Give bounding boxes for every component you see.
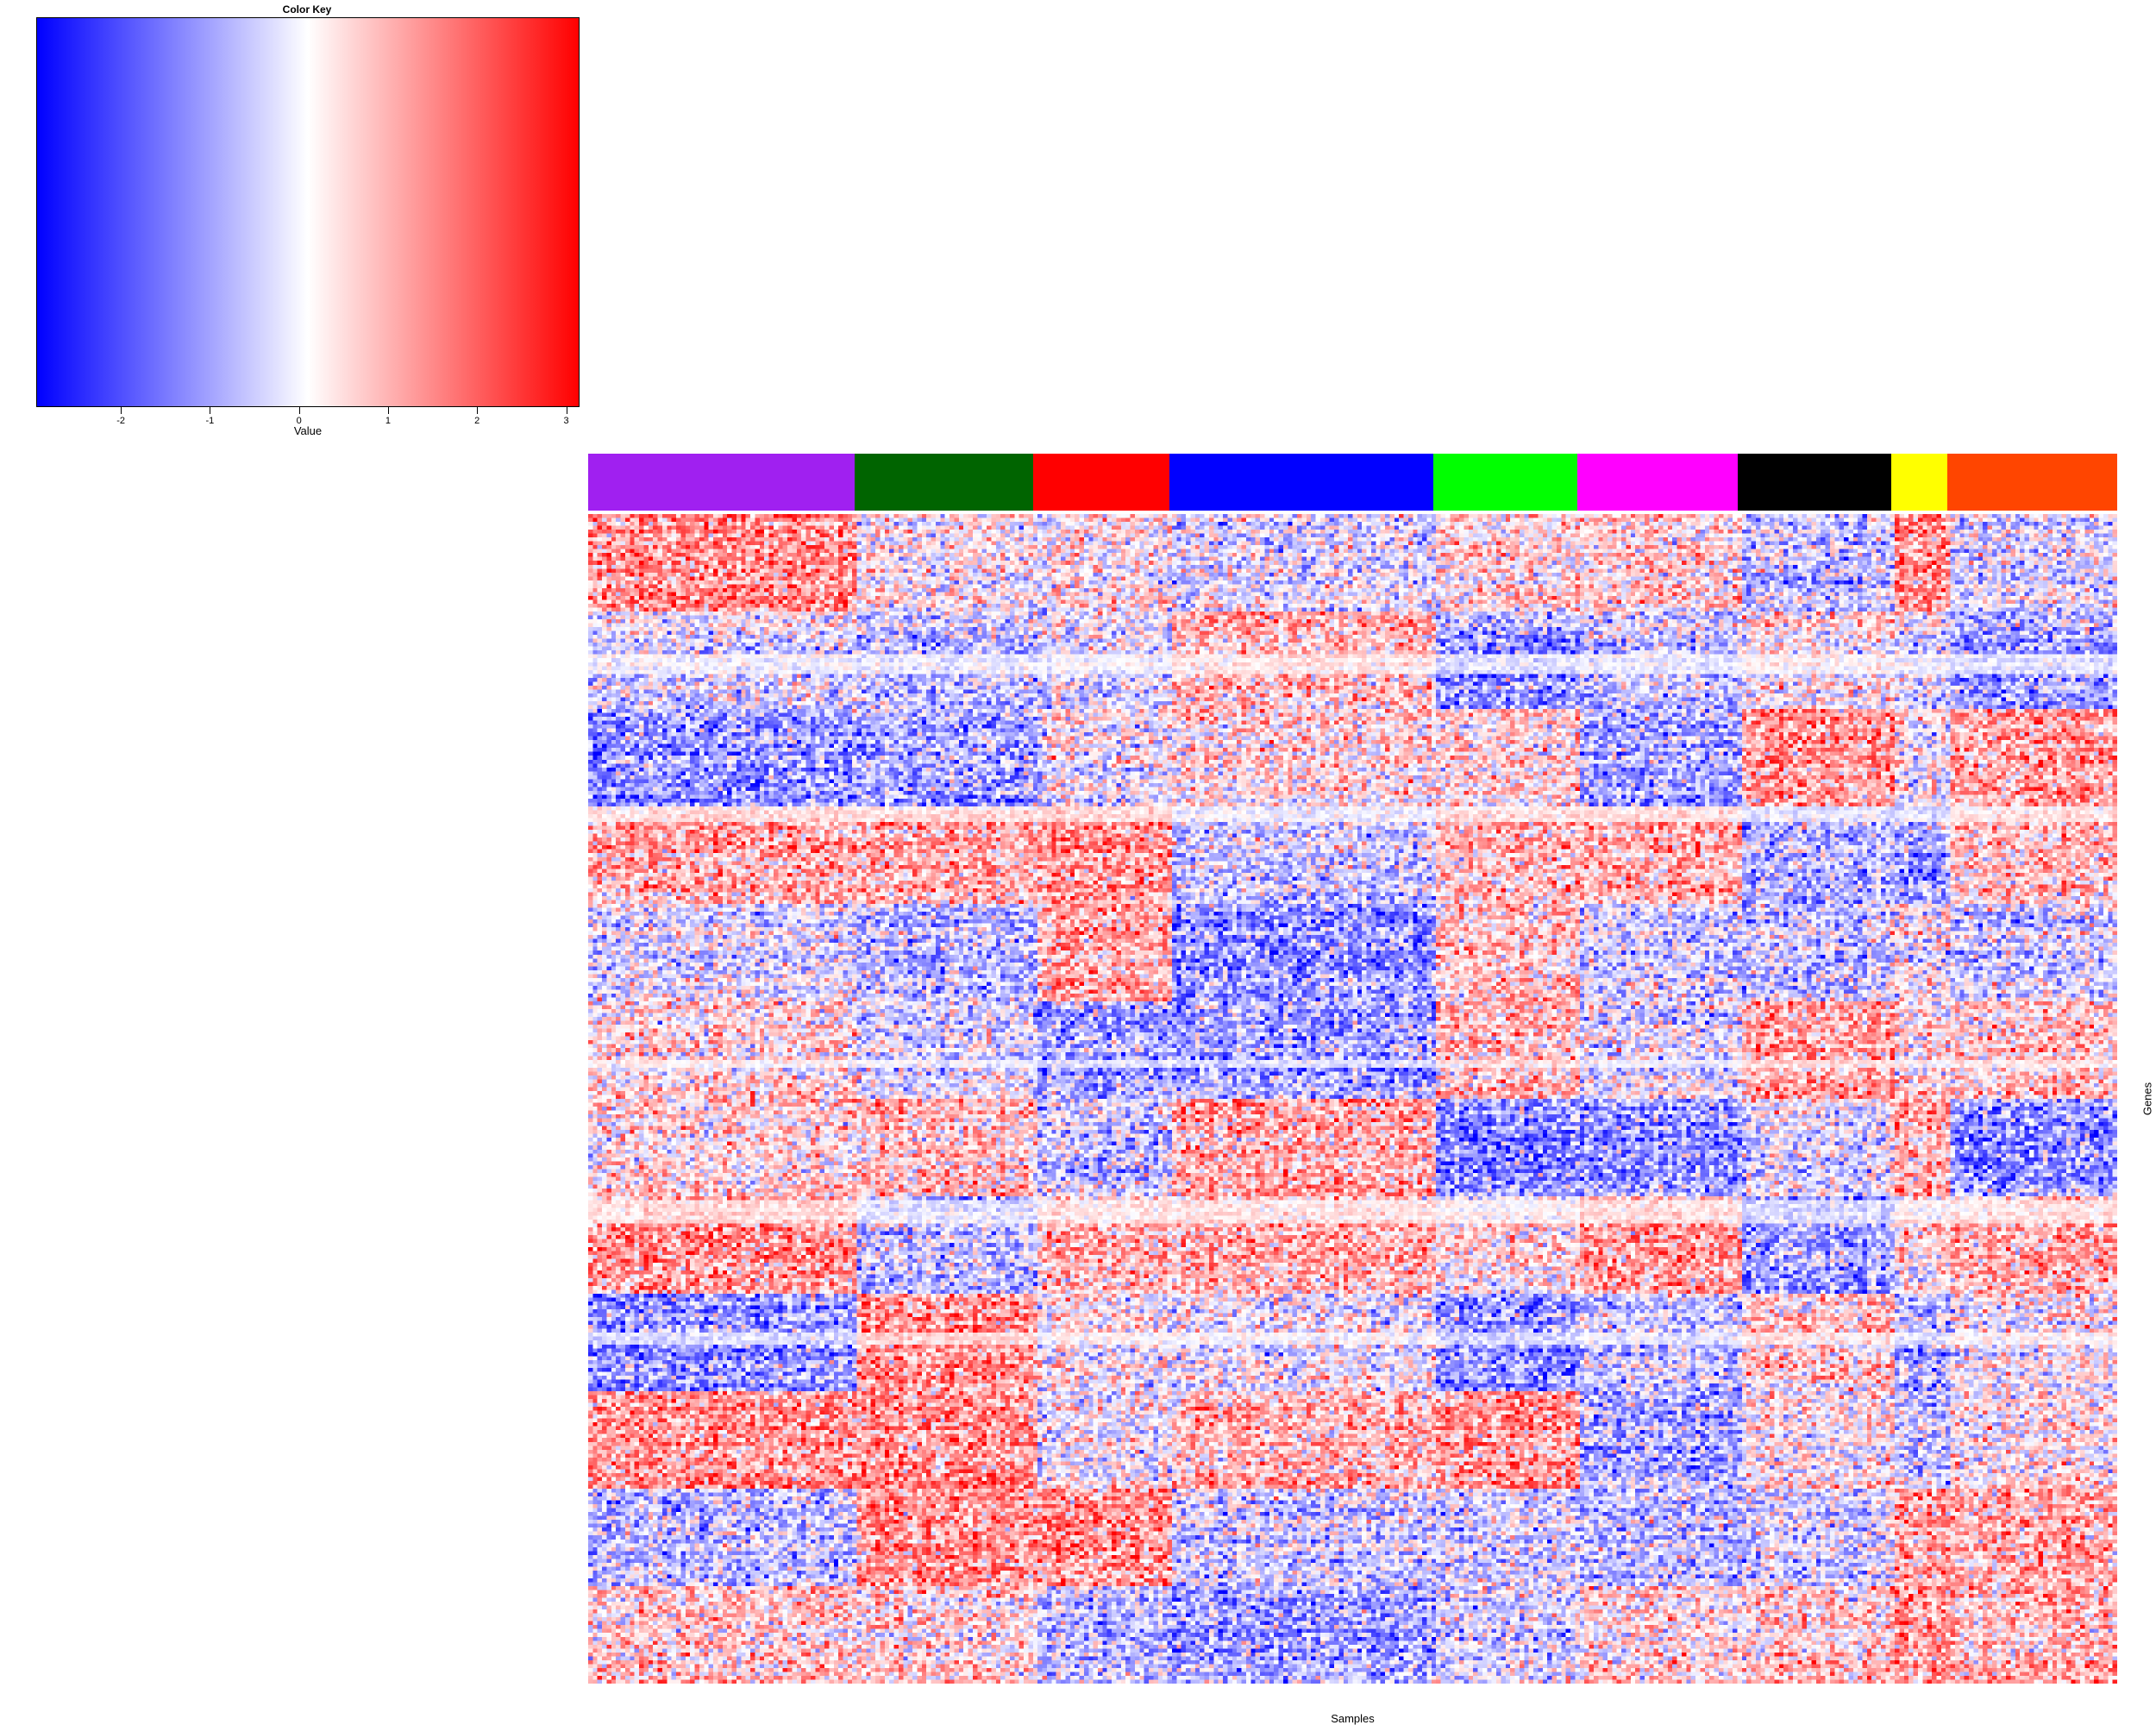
color-key-tick — [477, 407, 479, 414]
sample-group-segment — [1032, 454, 1169, 511]
sample-group-segment — [854, 454, 1033, 511]
x-axis-label: Samples — [1331, 1712, 1375, 1725]
color-key-tick-label: 3 — [563, 416, 569, 426]
color-key-gradient — [36, 17, 580, 407]
y-axis-label: Genes — [2140, 1082, 2154, 1116]
color-key-tick-label: -1 — [205, 416, 215, 426]
color-key-xlabel: Value — [293, 424, 323, 437]
sample-group-segment — [1433, 454, 1578, 511]
color-key-tick — [298, 407, 300, 414]
sample-group-segment — [1169, 454, 1434, 511]
sample-group-segment — [1577, 454, 1739, 511]
sample-group-colorbar — [588, 454, 2117, 511]
sample-group-segment — [1947, 454, 2117, 511]
color-key-tick-label: 0 — [296, 416, 302, 426]
color-key-tick-label: 1 — [385, 416, 391, 426]
color-key-tick-label: -2 — [116, 416, 125, 426]
color-key-tick — [387, 407, 389, 414]
color-key-tick-label: 2 — [474, 416, 480, 426]
sample-group-segment — [1738, 454, 1891, 511]
sample-group-segment — [588, 454, 855, 511]
color-key-tick — [121, 407, 122, 414]
color-key-title: Color Key — [282, 3, 332, 16]
sample-group-segment — [1890, 454, 1948, 511]
expression-heatmap — [588, 514, 2117, 1684]
